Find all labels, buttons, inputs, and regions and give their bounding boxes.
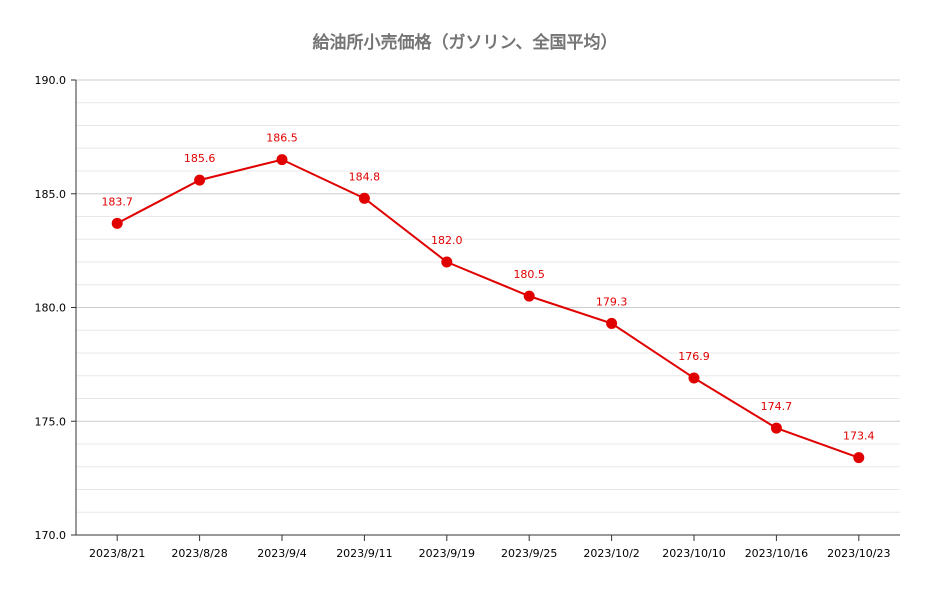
y-tick-label: 175.0 xyxy=(35,415,67,428)
data-point xyxy=(358,192,370,204)
y-tick-label: 170.0 xyxy=(35,529,67,542)
axis-layer: 170.0 175.0 180.0 185.0 190.0 2023/8/21 2023/8… xyxy=(35,74,900,560)
data-point xyxy=(606,317,618,329)
data-point xyxy=(111,217,123,229)
data-point xyxy=(523,290,535,302)
data-label: 179.3 xyxy=(596,295,628,308)
data-label: 176.9 xyxy=(678,350,710,363)
data-point xyxy=(770,422,782,434)
x-tick-label: 2023/10/23 xyxy=(827,547,890,560)
data-point xyxy=(853,452,865,464)
x-tick-label: 2023/10/16 xyxy=(745,547,808,560)
x-tick-label: 2023/8/28 xyxy=(171,547,227,560)
chart-title: 給油所小売価格（ガソリン、全国平均） xyxy=(313,32,618,53)
data-label: 180.5 xyxy=(513,268,545,281)
y-tick-label: 190.0 xyxy=(35,74,67,87)
data-point xyxy=(276,154,288,166)
x-tick-label: 2023/9/19 xyxy=(419,547,475,560)
y-tick-label: 185.0 xyxy=(35,188,67,201)
data-label: 183.7 xyxy=(101,195,133,208)
data-label: 174.7 xyxy=(761,400,793,413)
data-label: 185.6 xyxy=(184,152,216,165)
data-label-layer: 183.7 185.6 186.5 184.8 182.0 180.5 179.3 176.9… xyxy=(101,132,874,443)
data-label: 182.0 xyxy=(431,234,463,247)
x-tick-label: 2023/9/11 xyxy=(336,547,392,560)
x-tick-label: 2023/9/4 xyxy=(257,547,306,560)
data-point xyxy=(441,256,453,268)
x-tick-label: 2023/10/10 xyxy=(662,547,725,560)
x-tick-label: 2023/9/25 xyxy=(501,547,557,560)
x-tick-label: 2023/8/21 xyxy=(89,547,145,560)
data-label: 186.5 xyxy=(266,132,298,145)
x-tick-label: 2023/10/2 xyxy=(583,547,639,560)
series-line xyxy=(116,158,860,459)
data-point xyxy=(688,372,700,384)
data-label: 184.8 xyxy=(349,170,381,183)
y-tick-label: 180.0 xyxy=(35,302,67,315)
data-point xyxy=(194,174,206,186)
series-layer xyxy=(111,154,865,464)
grid-layer xyxy=(76,79,900,536)
data-label: 173.4 xyxy=(843,430,875,443)
